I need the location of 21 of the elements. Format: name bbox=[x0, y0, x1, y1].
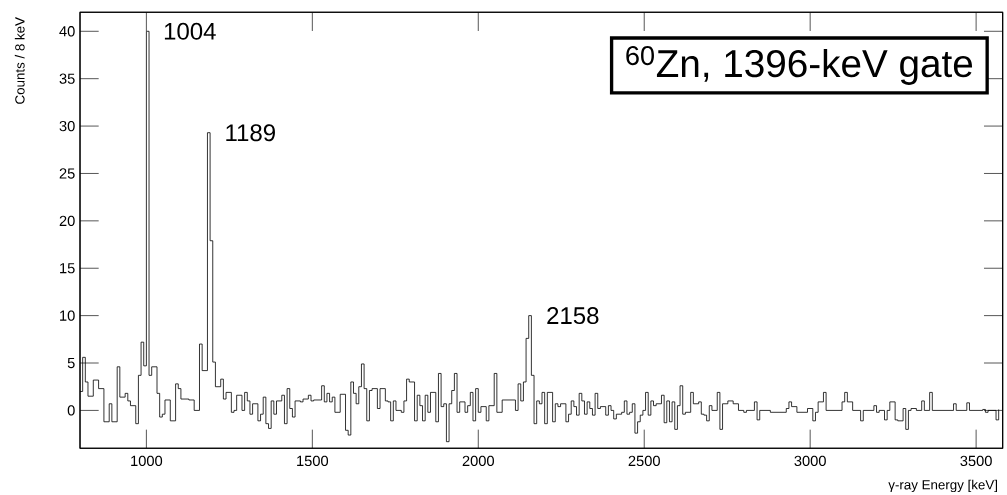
y-axis-title: Counts / 8 keV bbox=[14, 17, 25, 104]
y-tick-label: 0 bbox=[67, 405, 75, 416]
y-tick-label: 35 bbox=[59, 73, 75, 84]
y-tick-label: 5 bbox=[67, 357, 75, 369]
y-tick-label: 20 bbox=[59, 215, 75, 227]
annotation: 1189 bbox=[226, 124, 275, 142]
y-tick-label: 15 bbox=[60, 263, 75, 274]
y-tick-label: 25 bbox=[59, 168, 75, 179]
x-tick-label: 2000 bbox=[462, 455, 494, 467]
annotation: 2158 bbox=[547, 307, 599, 325]
x-tick-label: 2500 bbox=[628, 455, 660, 467]
y-tick-label: 30 bbox=[59, 120, 75, 132]
x-tick-label: 3500 bbox=[960, 455, 992, 467]
x-tick-label: 1000 bbox=[131, 455, 163, 467]
annotation: 1004 bbox=[164, 22, 216, 40]
x-tick-label: 3000 bbox=[794, 455, 826, 467]
x-tick-label: 1500 bbox=[297, 455, 329, 467]
text: $^{60}$Zn, 1396-keV gate bbox=[626, 45, 973, 85]
x-axis-title: γ-ray Energy [keV] bbox=[888, 479, 997, 493]
y-tick-label: 10 bbox=[60, 310, 75, 321]
y-tick-label: 40 bbox=[59, 26, 75, 37]
